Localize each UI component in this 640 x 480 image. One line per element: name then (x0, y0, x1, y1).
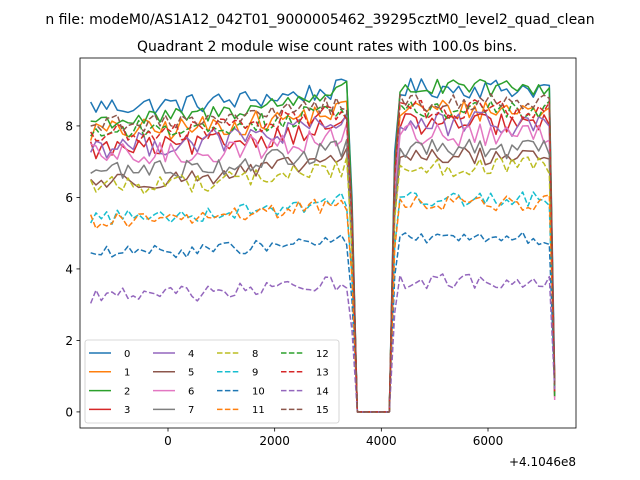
plot-area (89, 77, 556, 413)
series-line-6 (90, 122, 556, 413)
series-line-2 (90, 78, 556, 413)
legend-label-10: 10 (252, 386, 265, 397)
x-axis-offset-label: +4.1046e8 (509, 455, 576, 469)
x-tick-label: 4000 (366, 434, 397, 448)
y-tick-label: 8 (65, 119, 73, 133)
series-line-8 (89, 156, 556, 413)
y-tick-label: 2 (65, 334, 73, 348)
legend-label-4: 4 (188, 349, 194, 360)
legend-label-12: 12 (316, 349, 329, 360)
x-tick-label: 6000 (473, 434, 504, 448)
series-line-9 (90, 191, 556, 413)
legend-label-15: 15 (316, 405, 329, 416)
x-tick-label: 2000 (259, 434, 290, 448)
y-tick-label: 0 (65, 405, 73, 419)
legend-label-7: 7 (188, 405, 194, 416)
legend-label-1: 1 (124, 368, 130, 379)
y-tick-label: 6 (65, 191, 73, 205)
legend-box (84, 339, 340, 424)
legend-label-9: 9 (252, 368, 258, 379)
series-line-3 (89, 113, 556, 413)
axes-frame (79, 57, 577, 429)
figure-suptitle: n file: modeM0/AS1A12_042T01_9000005462_… (45, 12, 594, 28)
legend-label-8: 8 (252, 349, 258, 360)
series-line-15 (90, 93, 556, 413)
y-tick-label: 4 (65, 262, 73, 276)
chart-title: Quadrant 2 module wise count rates with … (137, 39, 517, 55)
series-line-14 (89, 273, 556, 413)
legend-label-2: 2 (124, 386, 130, 397)
series-line-10 (90, 231, 556, 413)
legend-label-3: 3 (124, 405, 130, 416)
axis-ticks: 0 2000 4000 6000 0 2 4 6 8 (65, 119, 503, 448)
legend-label-5: 5 (188, 368, 194, 379)
legend-label-0: 0 (124, 349, 130, 360)
legend-label-13: 13 (316, 368, 329, 379)
series-line-0 (90, 77, 556, 413)
legend-label-11: 11 (252, 405, 265, 416)
legend-label-14: 14 (316, 386, 329, 397)
series-line-7 (90, 138, 556, 413)
x-tick-label: 0 (164, 434, 172, 448)
series-line-11 (89, 194, 556, 413)
legend-label-6: 6 (188, 386, 194, 397)
